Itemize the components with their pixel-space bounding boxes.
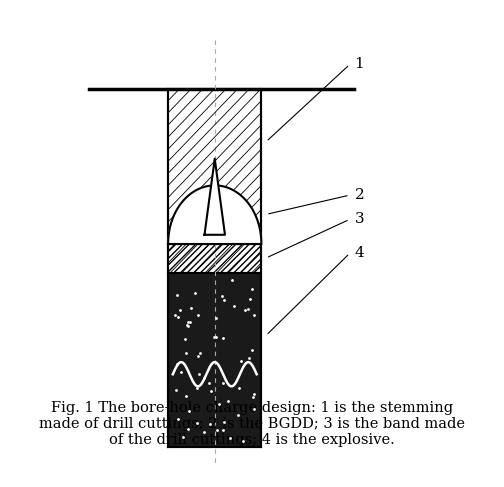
Text: 3: 3	[354, 212, 364, 226]
Point	[250, 391, 258, 398]
Text: 1: 1	[354, 57, 364, 71]
Point	[218, 292, 226, 300]
Point	[220, 418, 228, 426]
Point	[248, 393, 257, 401]
Bar	[168, 244, 261, 273]
Point	[193, 419, 201, 427]
Point	[236, 357, 244, 365]
Point	[207, 387, 215, 395]
Point	[194, 311, 202, 319]
Point	[224, 397, 232, 405]
Bar	[168, 89, 261, 244]
Point	[247, 285, 256, 293]
Point	[238, 437, 246, 445]
Point	[173, 360, 181, 368]
Point	[219, 334, 227, 342]
Point	[205, 379, 213, 387]
Point	[234, 412, 242, 419]
Point	[213, 426, 221, 434]
Point	[219, 426, 227, 433]
Bar	[168, 273, 261, 447]
Point	[246, 295, 254, 302]
Point	[200, 428, 208, 435]
Polygon shape	[168, 186, 261, 244]
Point	[206, 420, 214, 428]
Point	[212, 314, 220, 321]
Point	[182, 349, 190, 356]
Text: 2: 2	[354, 188, 364, 202]
Point	[200, 374, 208, 382]
Point	[179, 433, 187, 441]
Point	[215, 400, 223, 408]
Point	[177, 368, 185, 375]
Point	[184, 318, 192, 326]
Point	[245, 355, 253, 362]
Point	[172, 386, 180, 394]
Point	[230, 301, 238, 309]
Point	[248, 346, 257, 354]
Point	[185, 408, 193, 415]
Point	[228, 276, 236, 283]
Point	[219, 379, 227, 387]
Bar	[168, 89, 261, 244]
Point	[174, 313, 182, 320]
Text: 4: 4	[354, 246, 364, 260]
Point	[186, 304, 195, 312]
Point	[244, 305, 252, 313]
Point	[195, 371, 203, 378]
Point	[241, 306, 249, 314]
Point	[176, 306, 184, 314]
Point	[170, 311, 178, 319]
Point	[220, 296, 228, 304]
Point	[250, 311, 258, 319]
Point	[184, 322, 192, 330]
Point	[195, 352, 203, 360]
Point	[180, 336, 188, 343]
Point	[196, 349, 204, 357]
Point	[210, 334, 218, 341]
Point	[193, 384, 201, 392]
Point	[191, 289, 199, 297]
Point	[172, 291, 180, 299]
Text: Fig. 1 The bore-hole charge design: 1 is the stemming
made of drill cuttings; 2 : Fig. 1 The bore-hole charge design: 1 is…	[39, 401, 465, 447]
Polygon shape	[205, 159, 225, 235]
Point	[250, 405, 258, 413]
Point	[185, 318, 194, 326]
Point	[226, 434, 234, 442]
Point	[182, 392, 190, 400]
Point	[183, 321, 191, 329]
Point	[184, 426, 193, 433]
Point	[235, 385, 243, 393]
Point	[174, 415, 182, 423]
Point	[212, 333, 220, 341]
